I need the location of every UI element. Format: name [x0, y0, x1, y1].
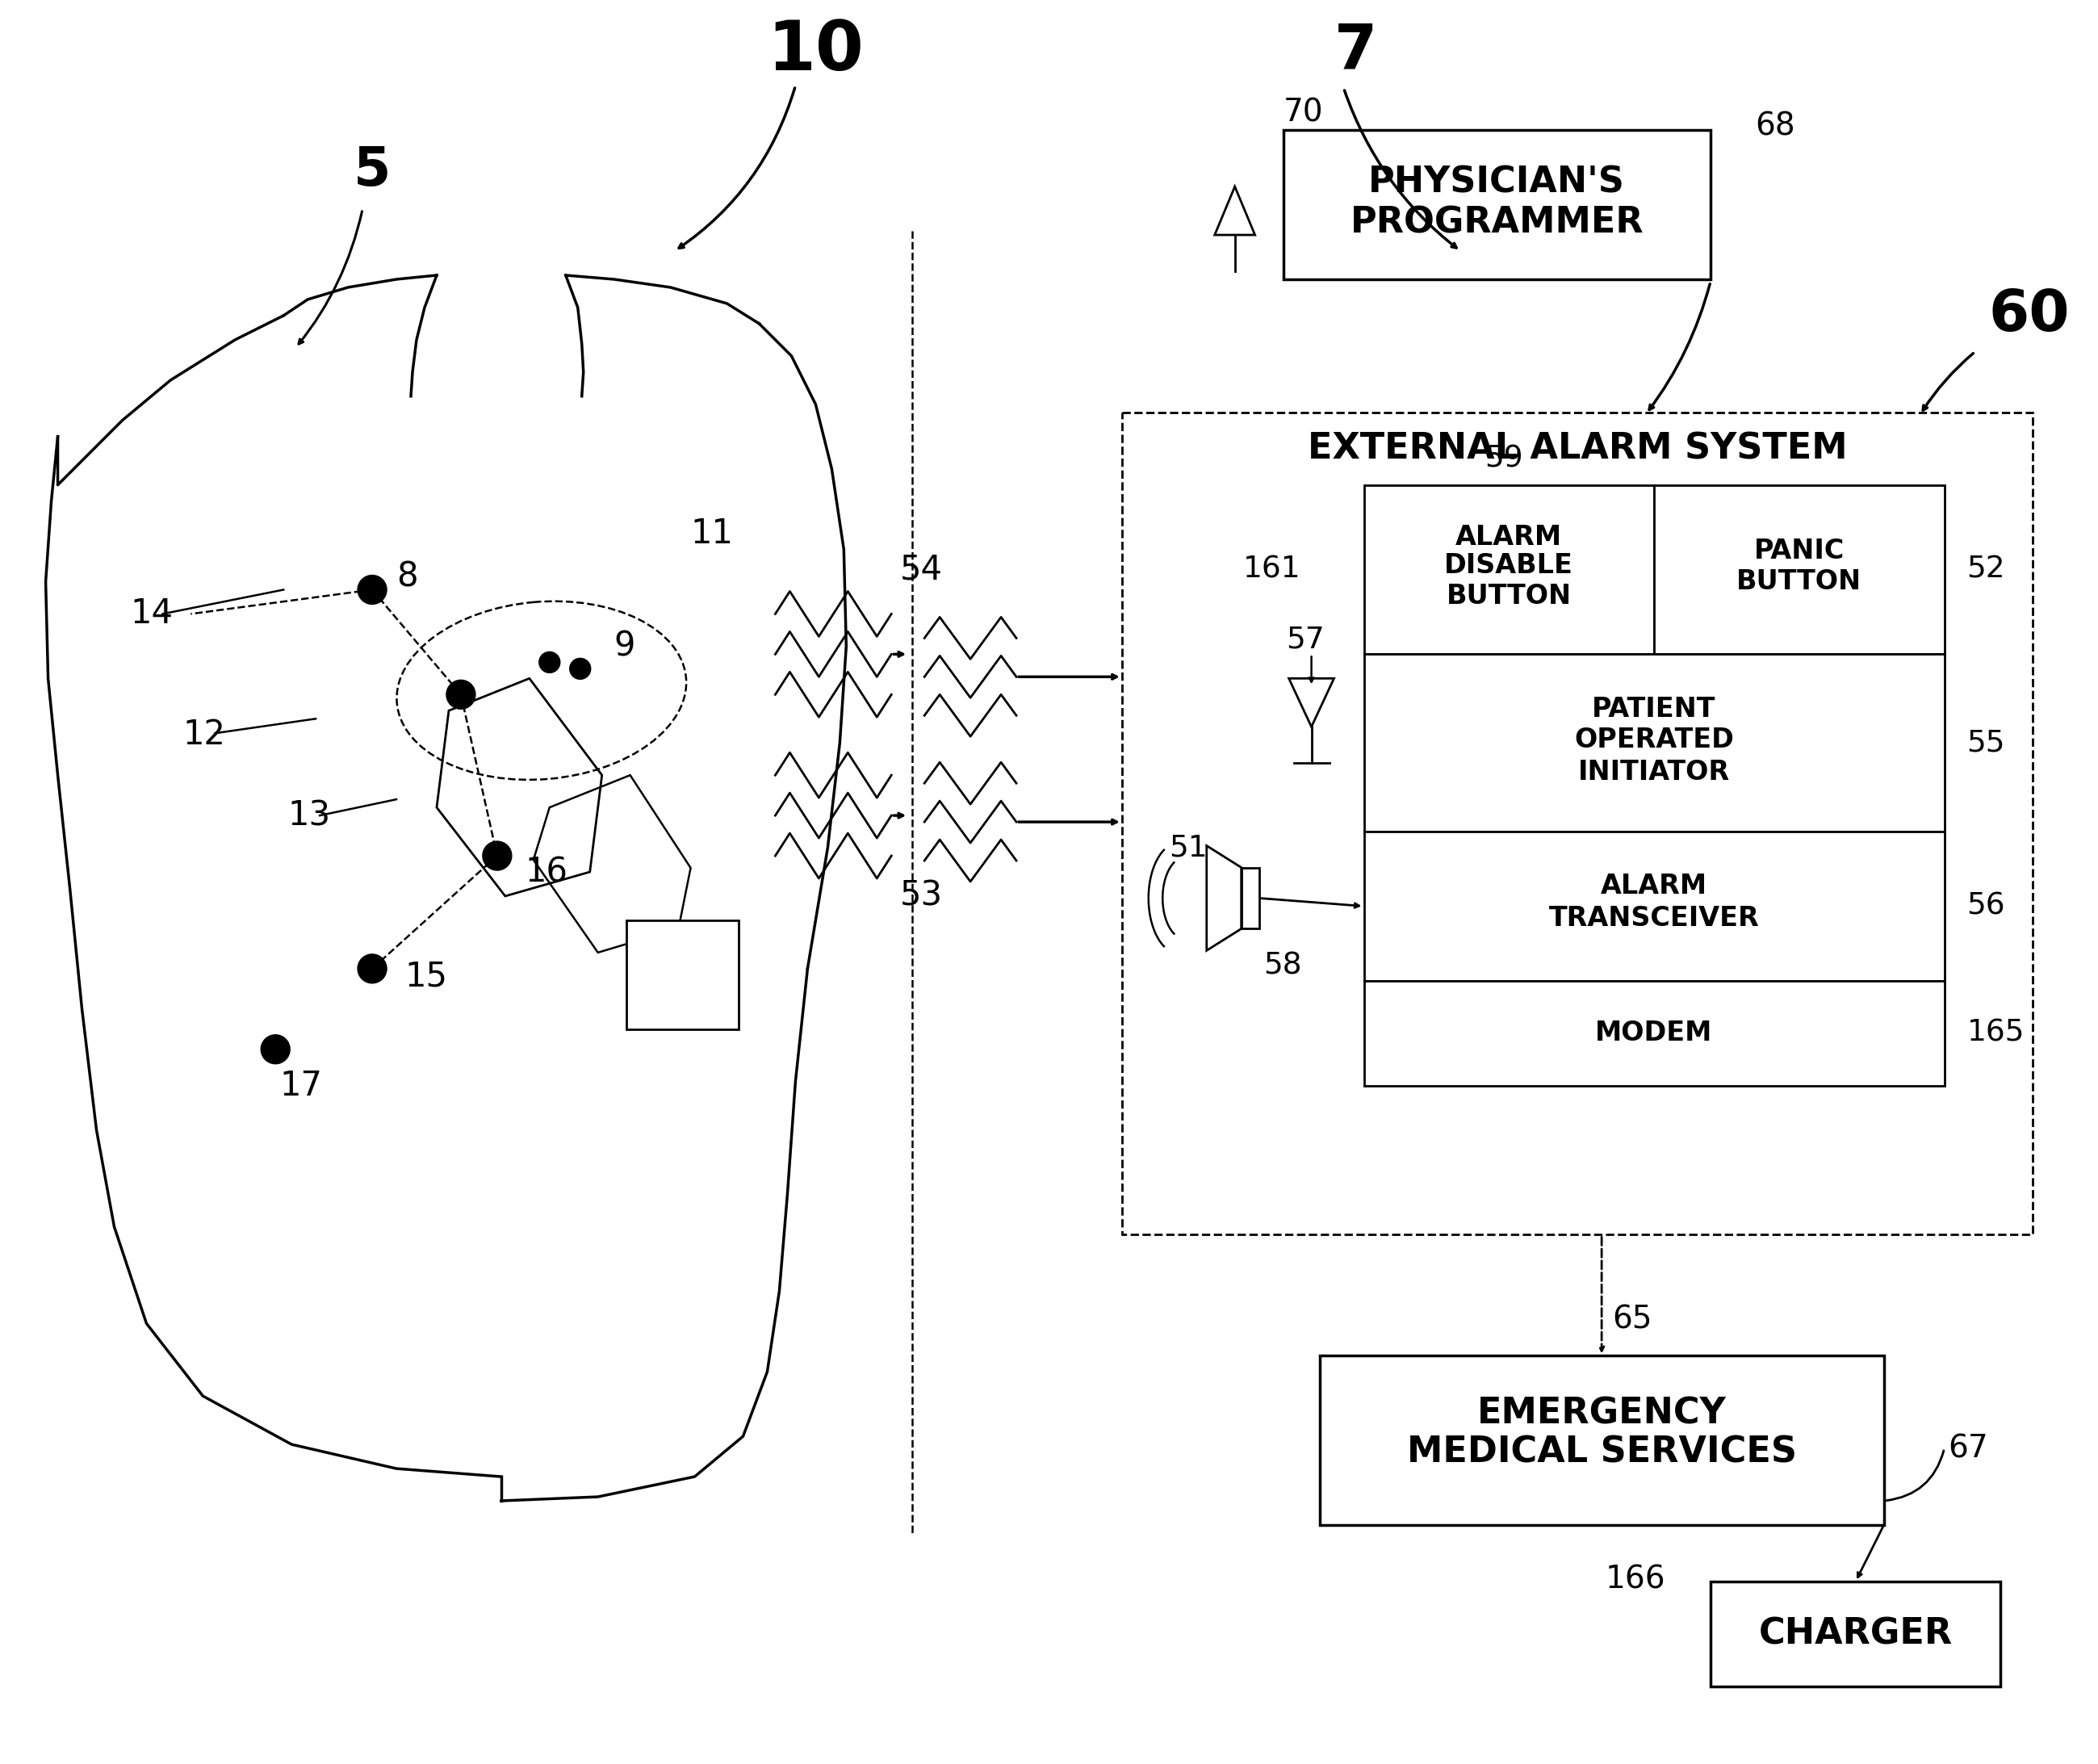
- Bar: [1122, 413, 2033, 1235]
- Text: 7: 7: [1334, 21, 1376, 81]
- Circle shape: [571, 658, 592, 679]
- Text: PHYSICIAN'S: PHYSICIAN'S: [1368, 166, 1626, 199]
- Text: MEDICAL SERVICES: MEDICAL SERVICES: [1406, 1436, 1796, 1469]
- Bar: [1653, 485, 1945, 654]
- Text: CHARGER: CHARGER: [1758, 1616, 1953, 1651]
- Text: 8: 8: [397, 559, 418, 594]
- Bar: [1364, 485, 1653, 654]
- Circle shape: [357, 954, 386, 983]
- Text: DISABLE: DISABLE: [1443, 552, 1574, 579]
- Text: 53: 53: [900, 878, 944, 914]
- Text: PATIENT: PATIENT: [1592, 695, 1716, 723]
- Text: 68: 68: [1754, 111, 1796, 141]
- Text: EMERGENCY: EMERGENCY: [1477, 1397, 1727, 1431]
- Text: 52: 52: [1966, 556, 2006, 584]
- Text: 13: 13: [287, 799, 329, 833]
- Bar: [625, 921, 738, 1028]
- Bar: [1284, 131, 1710, 279]
- Text: BUTTON: BUTTON: [1737, 568, 1861, 594]
- Circle shape: [483, 841, 512, 870]
- Text: 65: 65: [1611, 1304, 1651, 1335]
- Text: BUTTON: BUTTON: [1446, 582, 1571, 610]
- Bar: [1364, 981, 1945, 1085]
- Text: 57: 57: [1286, 624, 1324, 654]
- Bar: [1242, 868, 1259, 930]
- Text: 165: 165: [1966, 1018, 2025, 1048]
- Text: 15: 15: [405, 960, 447, 993]
- Circle shape: [447, 681, 476, 709]
- Text: 161: 161: [1242, 556, 1301, 584]
- Text: 51: 51: [1169, 833, 1206, 863]
- Text: 5: 5: [352, 145, 390, 198]
- Bar: [1710, 1582, 2001, 1686]
- Circle shape: [260, 1035, 290, 1064]
- Text: 55: 55: [1966, 729, 2006, 757]
- Text: 70: 70: [1284, 97, 1324, 127]
- Circle shape: [539, 653, 560, 672]
- Text: 17: 17: [279, 1069, 323, 1102]
- Text: 10: 10: [768, 18, 864, 85]
- Text: TRANSCEIVER: TRANSCEIVER: [1548, 905, 1760, 931]
- Text: 56: 56: [1966, 891, 2006, 921]
- Text: 59: 59: [1485, 445, 1523, 473]
- Circle shape: [357, 575, 386, 605]
- Text: 16: 16: [524, 856, 569, 889]
- Text: PROGRAMMER: PROGRAMMER: [1351, 205, 1643, 240]
- Bar: [1364, 831, 1945, 981]
- Text: ALARM: ALARM: [1456, 524, 1563, 550]
- Text: 166: 166: [1605, 1565, 1666, 1595]
- Bar: [1320, 1357, 1884, 1526]
- Text: 67: 67: [1949, 1432, 1989, 1464]
- Text: PANIC: PANIC: [1754, 538, 1844, 564]
- Text: 60: 60: [1989, 288, 2071, 344]
- Text: 12: 12: [183, 718, 224, 751]
- Text: 58: 58: [1263, 953, 1301, 981]
- Bar: [1364, 654, 1945, 831]
- Text: 9: 9: [615, 630, 636, 663]
- Text: OPERATED: OPERATED: [1574, 727, 1733, 753]
- Text: 14: 14: [130, 596, 174, 632]
- Text: 11: 11: [690, 517, 734, 550]
- Text: MODEM: MODEM: [1594, 1020, 1712, 1046]
- Text: EXTERNAL ALARM SYSTEM: EXTERNAL ALARM SYSTEM: [1307, 430, 1848, 466]
- Text: 54: 54: [900, 552, 942, 586]
- Text: INITIATOR: INITIATOR: [1578, 759, 1731, 785]
- Text: ALARM: ALARM: [1601, 873, 1708, 900]
